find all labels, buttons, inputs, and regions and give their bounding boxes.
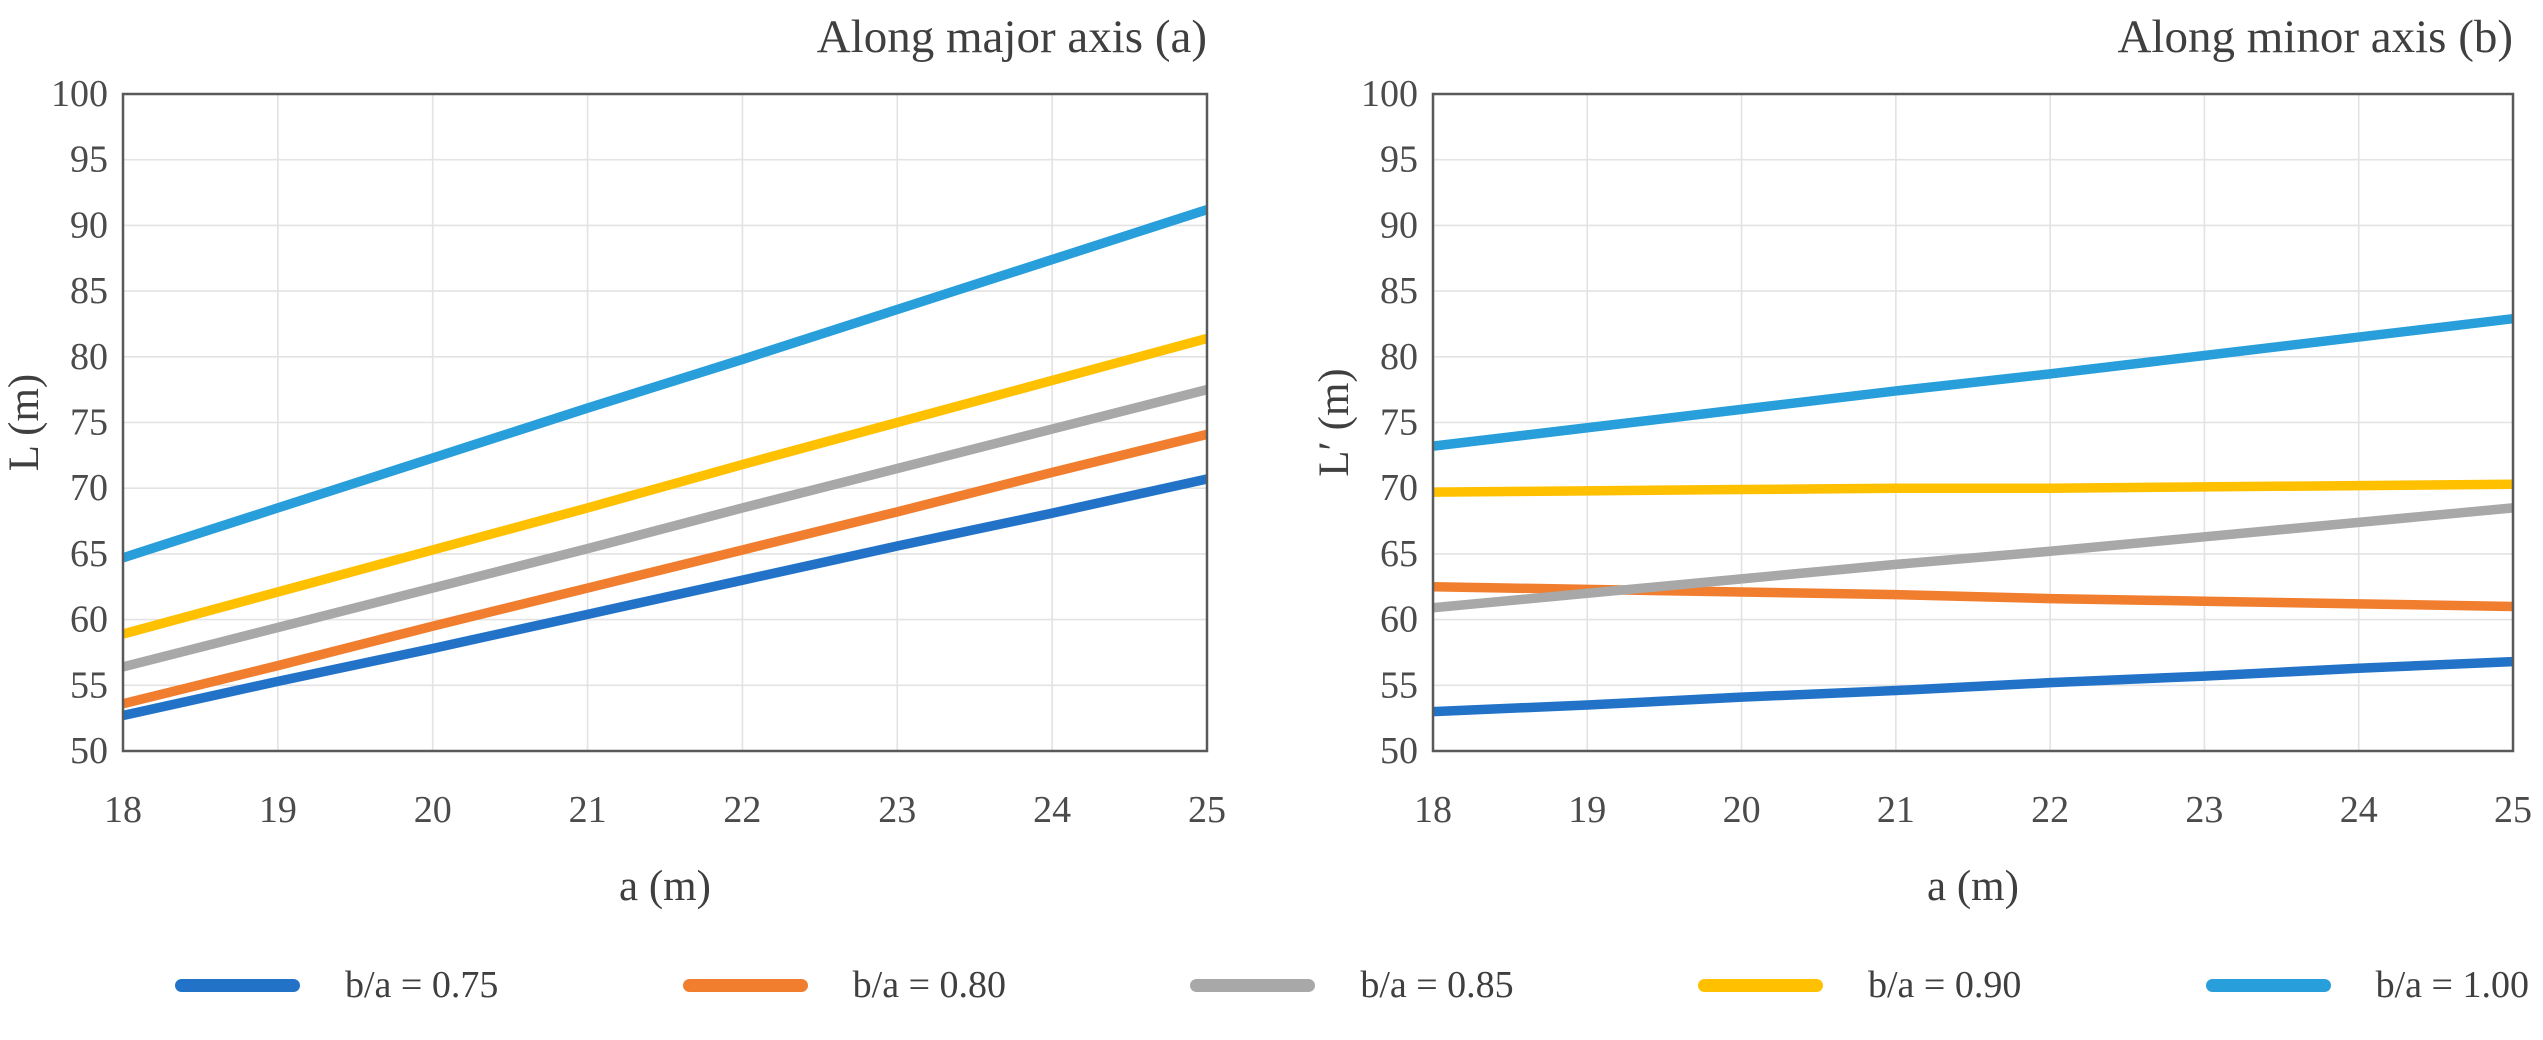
x-tick-label: 22 bbox=[723, 789, 761, 831]
x-tick-label: 20 bbox=[414, 789, 452, 831]
plot-border bbox=[1431, 92, 2515, 753]
series-line bbox=[121, 385, 1209, 672]
plot-border bbox=[121, 92, 1209, 753]
y-tick-label: 50 bbox=[1380, 730, 1418, 772]
y-tick-label: 75 bbox=[1380, 402, 1418, 444]
legend-label: b/a = 0.85 bbox=[1360, 964, 1514, 1006]
x-tick-label: 19 bbox=[1568, 789, 1606, 831]
y-tick-label: 95 bbox=[70, 139, 108, 181]
y-axis-title: L′ (m) bbox=[1311, 368, 1358, 477]
legend-item: b/a = 0.85 bbox=[1190, 963, 1514, 1007]
series-line bbox=[121, 333, 1209, 639]
legend-swatch-line bbox=[2205, 978, 2331, 992]
charts-row: 50 55 60 65 70 75 80 85 90 95 100 18 19 20 21 22 23 24 25 A… bbox=[1, 11, 2532, 910]
series-line bbox=[1432, 313, 2514, 451]
y-tick-label: 60 bbox=[1380, 599, 1418, 641]
y-tick-label: 95 bbox=[1380, 139, 1418, 181]
series-line bbox=[121, 429, 1209, 709]
x-axis-title: a (m) bbox=[619, 863, 711, 910]
chart-along-major-axis: 50 55 60 65 70 75 80 85 90 95 100 18 19 20 21 22 23 24 25 A… bbox=[1, 11, 1226, 910]
x-tick-label: 24 bbox=[2340, 789, 2378, 831]
y-tick-label: 80 bbox=[70, 336, 108, 378]
y-tick-label: 70 bbox=[1380, 467, 1418, 509]
x-tick-label: 20 bbox=[1723, 789, 1761, 831]
legend-swatch-line bbox=[1190, 978, 1316, 992]
legend-swatch-line bbox=[175, 978, 300, 992]
legend-swatch-line bbox=[1697, 978, 1823, 992]
legend-label: b/a = 1.00 bbox=[2375, 964, 2529, 1006]
legend-label: b/a = 0.80 bbox=[852, 964, 1007, 1006]
y-tick-label: 85 bbox=[1380, 270, 1418, 312]
y-tick-label: 65 bbox=[70, 533, 108, 575]
legend-swatch-line bbox=[682, 978, 808, 992]
series-line bbox=[1432, 656, 2514, 717]
series-line bbox=[121, 474, 1209, 721]
y-tick-label: 90 bbox=[1380, 204, 1418, 246]
legend-item: b/a = 0.90 bbox=[1697, 963, 2022, 1007]
y-tick-label: 55 bbox=[70, 664, 108, 706]
x-tick-label: 21 bbox=[1877, 789, 1915, 831]
y-tick-label: 60 bbox=[70, 599, 108, 641]
series-line bbox=[121, 205, 1209, 563]
y-tick-label: 100 bbox=[1361, 73, 1418, 115]
y-tick-label: 75 bbox=[70, 402, 108, 444]
x-axis-title: a (m) bbox=[1927, 863, 2019, 910]
series-line bbox=[1432, 503, 2514, 613]
y-axis-title: L (m) bbox=[1, 374, 48, 472]
chart-title: Along major axis (a) bbox=[817, 11, 1207, 63]
x-tick-label: 25 bbox=[2494, 789, 2532, 831]
y-tick-label: 65 bbox=[1380, 533, 1418, 575]
y-tick-label: 55 bbox=[1380, 664, 1418, 706]
x-tick-label: 21 bbox=[569, 789, 607, 831]
legend-item: b/a = 0.80 bbox=[682, 963, 1007, 1007]
y-tick-label: 85 bbox=[70, 270, 108, 312]
chart-along-minor-axis: 50 55 60 65 70 75 80 85 90 95 100 18 19 20 21 22 23 24 25 A… bbox=[1311, 11, 2532, 910]
series-line bbox=[1432, 479, 2514, 497]
x-tick-label: 18 bbox=[1414, 789, 1452, 831]
y-tick-label: 80 bbox=[1380, 336, 1418, 378]
y-tick-label: 70 bbox=[70, 467, 108, 509]
legend-item: b/a = 1.00 bbox=[2205, 963, 2529, 1007]
x-tick-label: 25 bbox=[1188, 789, 1226, 831]
x-tick-label: 23 bbox=[878, 789, 916, 831]
x-tick-label: 19 bbox=[259, 789, 297, 831]
chart-title: Along minor axis (b) bbox=[2117, 11, 2513, 63]
y-tick-label: 90 bbox=[70, 204, 108, 246]
legend: b/a = 0.75 b/a = 0.80 b/a = 0.85 b/a = 0… bbox=[0, 935, 2543, 1035]
y-tick-label: 100 bbox=[51, 73, 108, 115]
x-tick-label: 24 bbox=[1033, 789, 1071, 831]
legend-label: b/a = 0.90 bbox=[1867, 964, 2022, 1006]
x-tick-label: 23 bbox=[2185, 789, 2223, 831]
legend-label: b/a = 0.75 bbox=[345, 964, 499, 1006]
x-tick-label: 22 bbox=[2031, 789, 2069, 831]
legend-item: b/a = 0.75 bbox=[175, 963, 498, 1007]
x-tick-label: 18 bbox=[104, 789, 142, 831]
y-tick-label: 50 bbox=[70, 730, 108, 772]
